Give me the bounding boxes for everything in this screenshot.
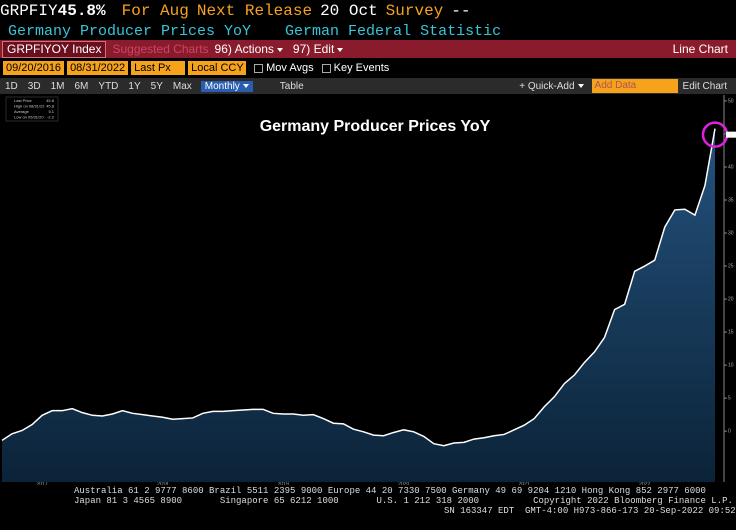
next-release: 20 Oct [320, 2, 378, 20]
range-button[interactable]: 5Y [150, 80, 163, 92]
x-tick-label: 2020 [398, 481, 409, 485]
survey-label: Survey [385, 2, 444, 20]
ticker: GRPFIY [0, 2, 58, 20]
range-button[interactable]: 3D [27, 80, 41, 92]
edit-label: 97) Edit [292, 42, 335, 56]
legend-box [5, 96, 59, 122]
security-bar: GRPFIYOY Index Suggested Charts 96) Acti… [0, 40, 736, 58]
table-button[interactable]: Table [279, 80, 304, 92]
field[interactable]: Last Px [131, 61, 186, 75]
key-events[interactable]: Key Events [333, 62, 390, 74]
y-tick-label: 0 [728, 428, 731, 434]
y-tick-label: 35 [728, 197, 734, 203]
legend-label: Low on 05/31/20 [14, 115, 44, 120]
x-tick-label: 2021 [519, 481, 530, 485]
y-tick-label: 25 [728, 263, 734, 269]
legend-value: 5.1 [48, 109, 54, 114]
description: Germany Producer Prices YoY [8, 22, 252, 40]
line [1, 128, 716, 447]
description-row: Germany Producer Prices YoY German Feder… [0, 22, 736, 40]
range-button[interactable]: Max [172, 80, 192, 92]
quick-add[interactable]: + Quick-Add [514, 81, 588, 92]
period: For Aug [121, 2, 189, 20]
last-price-tag [726, 131, 736, 138]
legend-label: Last Price [14, 98, 33, 103]
y-tick-label: 20 [728, 296, 734, 302]
footer-line: SN 163347 EDT GMT-4:00 H973-866-173 20-S… [444, 506, 736, 516]
legend-value: 45.8 [46, 104, 55, 109]
range-button[interactable]: 1M [50, 80, 65, 92]
range-row: 1D 3D 1M 6M YTD 1Y 5Y Max Monthly Table + Quick… [0, 78, 736, 94]
settings-row: 09/20/2016 08/31/2022 Last Px Local CCY … [0, 59, 736, 77]
add-data[interactable]: Add Data [591, 79, 678, 93]
quick-add-label: + Quick-Add [519, 80, 575, 92]
end-date[interactable]: 08/31/2022 [67, 61, 129, 75]
chart: Germany Producer Prices YoY 0 5 10 15 20 25 30… [1, 95, 736, 485]
range-button[interactable]: 1Y [128, 80, 141, 92]
y-tick-label: 40 [728, 164, 734, 170]
footer: Australia 61 2 9777 8600 Brazil 5511 239… [0, 486, 736, 516]
x-tick-label: 2019 [278, 481, 289, 485]
area [2, 128, 715, 482]
y-tick-label: 5 [728, 395, 731, 401]
frequency[interactable]: Monthly [200, 80, 253, 92]
y-tick-label: 30 [728, 230, 734, 236]
chart-title: Germany Producer Prices YoY [260, 118, 491, 135]
security-input[interactable]: GRPFIYOY Index [2, 40, 107, 58]
start-date[interactable]: 09/20/2016 [3, 61, 65, 75]
source: German Federal Statistic [285, 22, 502, 40]
header-row: GRPFIY 45.8% For Aug Next Release 20 Oct… [0, 0, 736, 22]
x-tick-label: 2022 [639, 481, 650, 485]
legend-value: 45.8 [46, 98, 55, 103]
range-button[interactable]: 6M [74, 80, 89, 92]
range-button[interactable]: YTD [98, 80, 119, 92]
x-tick-label: 2017 [37, 481, 48, 485]
last-value: 45.8% [57, 2, 106, 20]
frequency-label: Monthly [204, 80, 240, 92]
chart-kind[interactable]: Line Chart [672, 42, 728, 56]
y-tick-label: 10 [728, 362, 734, 368]
legend-label: Average [14, 109, 30, 114]
range-buttons: 1D 3D 1M 6M YTD 1Y 5Y Max [0, 81, 197, 92]
x-tick-label: 2018 [157, 481, 168, 485]
edit-menu[interactable]: 97) Edit [292, 42, 344, 56]
next-release-label: Next Release [196, 2, 313, 20]
legend-value: -2.2 [47, 115, 55, 120]
suggested-charts[interactable]: Suggested Charts [112, 42, 209, 56]
footer-line: Japan 81 3 4565 8900 Singapore 65 6212 1… [74, 496, 733, 506]
survey: -- [451, 2, 471, 20]
mov-avgs[interactable]: Mov Avgs [266, 62, 314, 74]
legend-label: High on 08/31/22 [14, 104, 45, 109]
y-tick-label: 50 [728, 98, 734, 104]
y-tick-label: 15 [728, 329, 734, 335]
edit-chart[interactable]: Edit Chart [682, 80, 727, 92]
actions-menu[interactable]: 96) Actions [215, 42, 283, 56]
range-button[interactable]: 1D [5, 80, 18, 92]
footer-line: Australia 61 2 9777 8600 Brazil 5511 239… [74, 486, 706, 496]
currency[interactable]: Local CCY [188, 61, 247, 75]
actions-label: 96) Actions [214, 42, 274, 56]
